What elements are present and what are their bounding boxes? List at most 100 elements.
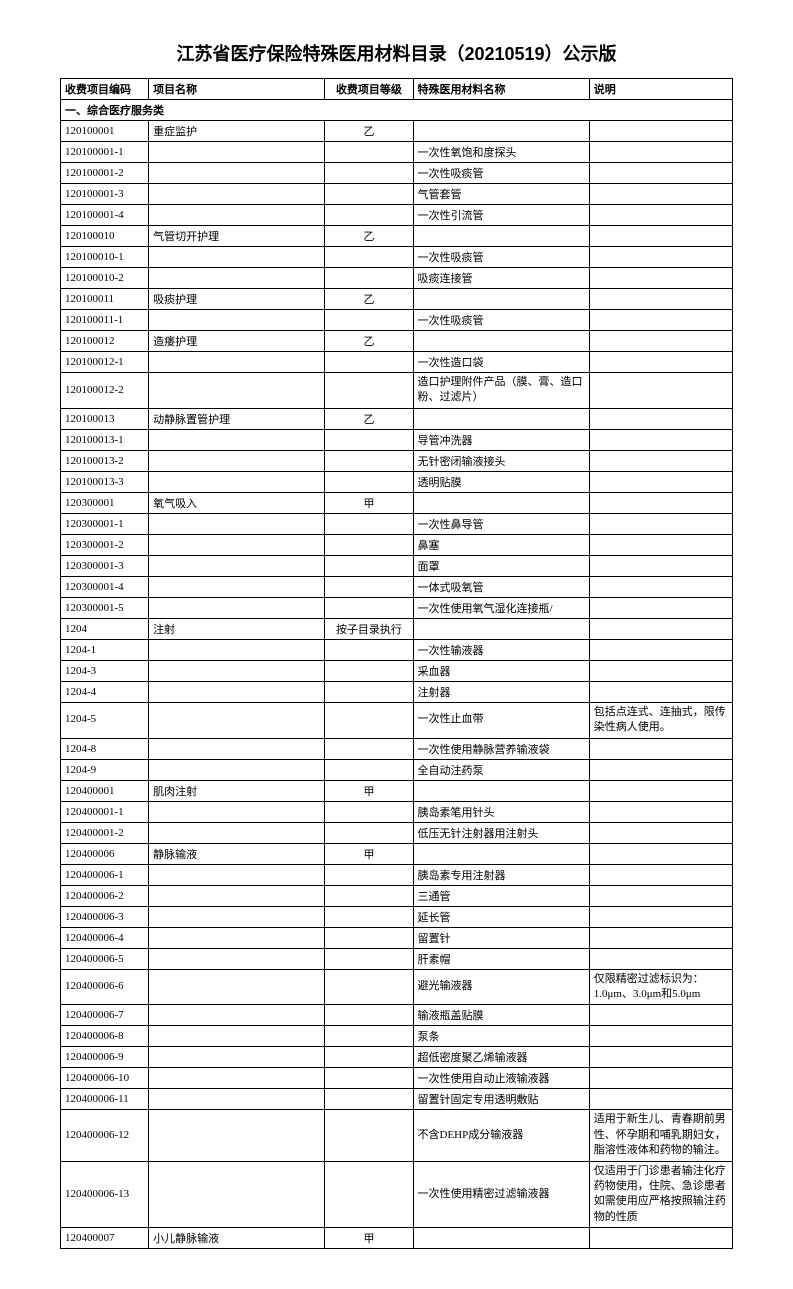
cell-note [589,555,732,576]
cell-name: 小儿静脉输液 [149,1228,325,1249]
cell-note [589,310,732,331]
cell-level [325,163,413,184]
cell-name [149,268,325,289]
table-row: 1204-3采血器 [61,660,733,681]
table-row: 120400006-11留置针固定专用透明敷贴 [61,1089,733,1110]
cell-code: 120100001-4 [61,205,149,226]
table-row: 120300001-3面罩 [61,555,733,576]
cell-note [589,660,732,681]
cell-name [149,576,325,597]
cell-code: 120100013-2 [61,450,149,471]
cell-note [589,471,732,492]
section-label: 一、综合医疗服务类 [61,100,733,121]
cell-note [589,492,732,513]
cell-code: 120300001-3 [61,555,149,576]
cell-material: 一次性使用静脉营养输液袋 [413,738,589,759]
table-row: 1204-4注射器 [61,681,733,702]
cell-material: 输液瓶盖贴膜 [413,1005,589,1026]
cell-name [149,927,325,948]
cell-code: 120400006-2 [61,885,149,906]
cell-level [325,969,413,1005]
cell-code: 120300001-5 [61,597,149,618]
cell-name [149,1089,325,1110]
cell-note [589,927,732,948]
cell-level [325,1089,413,1110]
cell-level [325,597,413,618]
cell-level [325,555,413,576]
table-row: 120100001-4一次性引流管 [61,205,733,226]
cell-name [149,450,325,471]
cell-material [413,289,589,310]
cell-material: 泵条 [413,1026,589,1047]
table-row: 120100011吸痰护理乙 [61,289,733,310]
cell-material [413,408,589,429]
table-row: 120100013-2无针密闭输液接头 [61,450,733,471]
cell-material: 一次性止血带 [413,702,589,738]
cell-code: 120100012-1 [61,352,149,373]
cell-note [589,1228,732,1249]
cell-code: 120300001-1 [61,513,149,534]
cell-name [149,142,325,163]
cell-level: 甲 [325,780,413,801]
table-row: 120400006-5肝素帽 [61,948,733,969]
cell-level [325,184,413,205]
cell-material: 一次性吸痰管 [413,163,589,184]
cell-material: 留置针固定专用透明敷贴 [413,1089,589,1110]
table-row: 120400006-2三通管 [61,885,733,906]
cell-material: 吸痰连接管 [413,268,589,289]
table-row: 1204注射按子目录执行 [61,618,733,639]
table-row: 1204-1一次性输液器 [61,639,733,660]
cell-material: 全自动注药泵 [413,759,589,780]
cell-code: 120400006 [61,843,149,864]
cell-note [589,1047,732,1068]
table-row: 120100013动静脉置管护理乙 [61,408,733,429]
cell-code: 1204 [61,618,149,639]
table-row: 120400006-3延长管 [61,906,733,927]
cell-material: 胰岛素专用注射器 [413,864,589,885]
cell-note [589,205,732,226]
cell-material [413,780,589,801]
table-row: 120100001-3气管套管 [61,184,733,205]
cell-material: 一次性鼻导管 [413,513,589,534]
cell-name: 静脉输液 [149,843,325,864]
table-row: 120400001-2低压无针注射器用注射头 [61,822,733,843]
cell-code: 120100010 [61,226,149,247]
cell-name: 气管切开护理 [149,226,325,247]
cell-level [325,660,413,681]
cell-level [325,864,413,885]
cell-level [325,1068,413,1089]
cell-note [589,738,732,759]
cell-material: 注射器 [413,681,589,702]
cell-code: 120400006-12 [61,1110,149,1161]
cell-name [149,310,325,331]
cell-name: 重症监护 [149,121,325,142]
header-name: 项目名称 [149,79,325,100]
cell-code: 120100001-2 [61,163,149,184]
cell-note [589,247,732,268]
cell-note [589,1089,732,1110]
cell-code: 120100001-1 [61,142,149,163]
cell-material: 一次性使用精密过滤输液器 [413,1161,589,1228]
cell-name [149,885,325,906]
cell-name: 注射 [149,618,325,639]
cell-level [325,513,413,534]
catalog-table: 收费项目编码 项目名称 收费项目等级 特殊医用材料名称 说明 一、综合医疗服务类… [60,78,733,1249]
cell-name [149,1047,325,1068]
cell-name [149,864,325,885]
cell-name [149,948,325,969]
page-title: 江苏省医疗保险特殊医用材料目录（20210519）公示版 [60,40,733,66]
cell-name [149,702,325,738]
cell-code: 120400001-1 [61,801,149,822]
cell-note [589,373,732,409]
cell-material: 一次性造口袋 [413,352,589,373]
cell-code: 120100013-1 [61,429,149,450]
cell-material: 低压无针注射器用注射头 [413,822,589,843]
cell-name [149,822,325,843]
table-row: 120400006-6避光输液器仅限精密过滤标识为：1.0μm、3.0μm和5.… [61,969,733,1005]
table-row: 120100010-2吸痰连接管 [61,268,733,289]
cell-code: 120400006-8 [61,1026,149,1047]
cell-note [589,681,732,702]
cell-note [589,843,732,864]
table-row: 120400001-1胰岛素笔用针头 [61,801,733,822]
cell-level [325,373,413,409]
